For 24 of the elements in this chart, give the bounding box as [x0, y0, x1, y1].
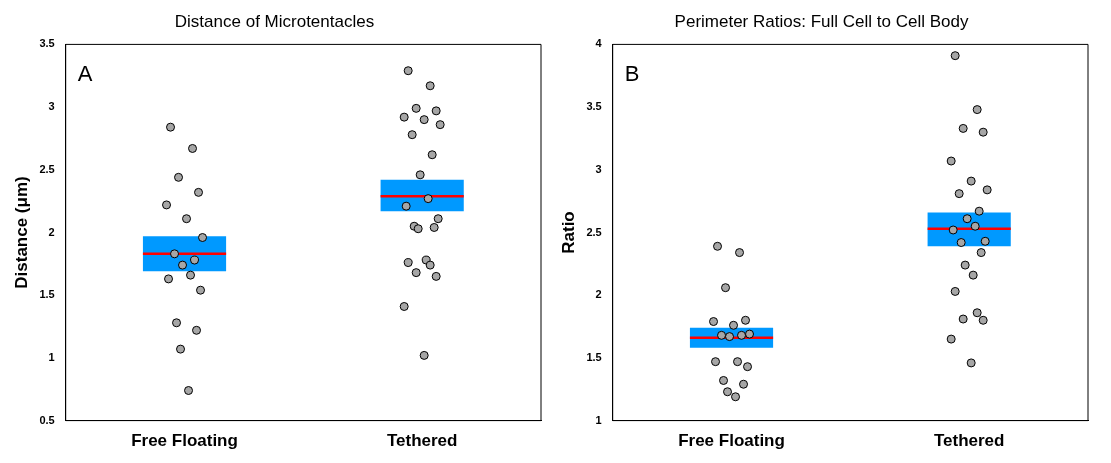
y-tick-label: 3: [48, 100, 55, 113]
y-tick-label: 3: [595, 162, 602, 175]
x-tick-label: Tethered: [386, 431, 458, 451]
y-tick-label: 1.5: [586, 350, 602, 363]
y-tick-label: 3.5: [39, 37, 55, 50]
y-tick-label: 2: [48, 225, 55, 238]
y-tick-label: 2.5: [586, 225, 602, 238]
y-tick-label: 1: [48, 350, 55, 363]
annotation: A: [77, 61, 93, 87]
y-tick-label: 3.5: [586, 100, 602, 113]
chart-title: Perimeter Ratios: Full Cell to Cell Body: [674, 11, 969, 31]
y-tick-label: 0.5: [39, 413, 55, 426]
y-tick-label: 2.5: [39, 162, 55, 175]
y-tick-label: 2: [595, 288, 602, 301]
y-axis-title: Ratio: [558, 211, 578, 254]
y-tick-label: 4: [595, 37, 603, 50]
x-tick-label: Tethered: [933, 431, 1005, 451]
x-tick-label: Free Floating: [131, 431, 238, 451]
chart-title: Distance of Microtentacles: [174, 11, 375, 31]
y-tick-label: 1.5: [39, 288, 55, 301]
y-axis-title: Distance (μm): [11, 176, 31, 289]
y-tick-label: 1: [595, 413, 602, 426]
annotation: B: [624, 61, 640, 87]
x-tick-label: Free Floating: [678, 431, 785, 451]
